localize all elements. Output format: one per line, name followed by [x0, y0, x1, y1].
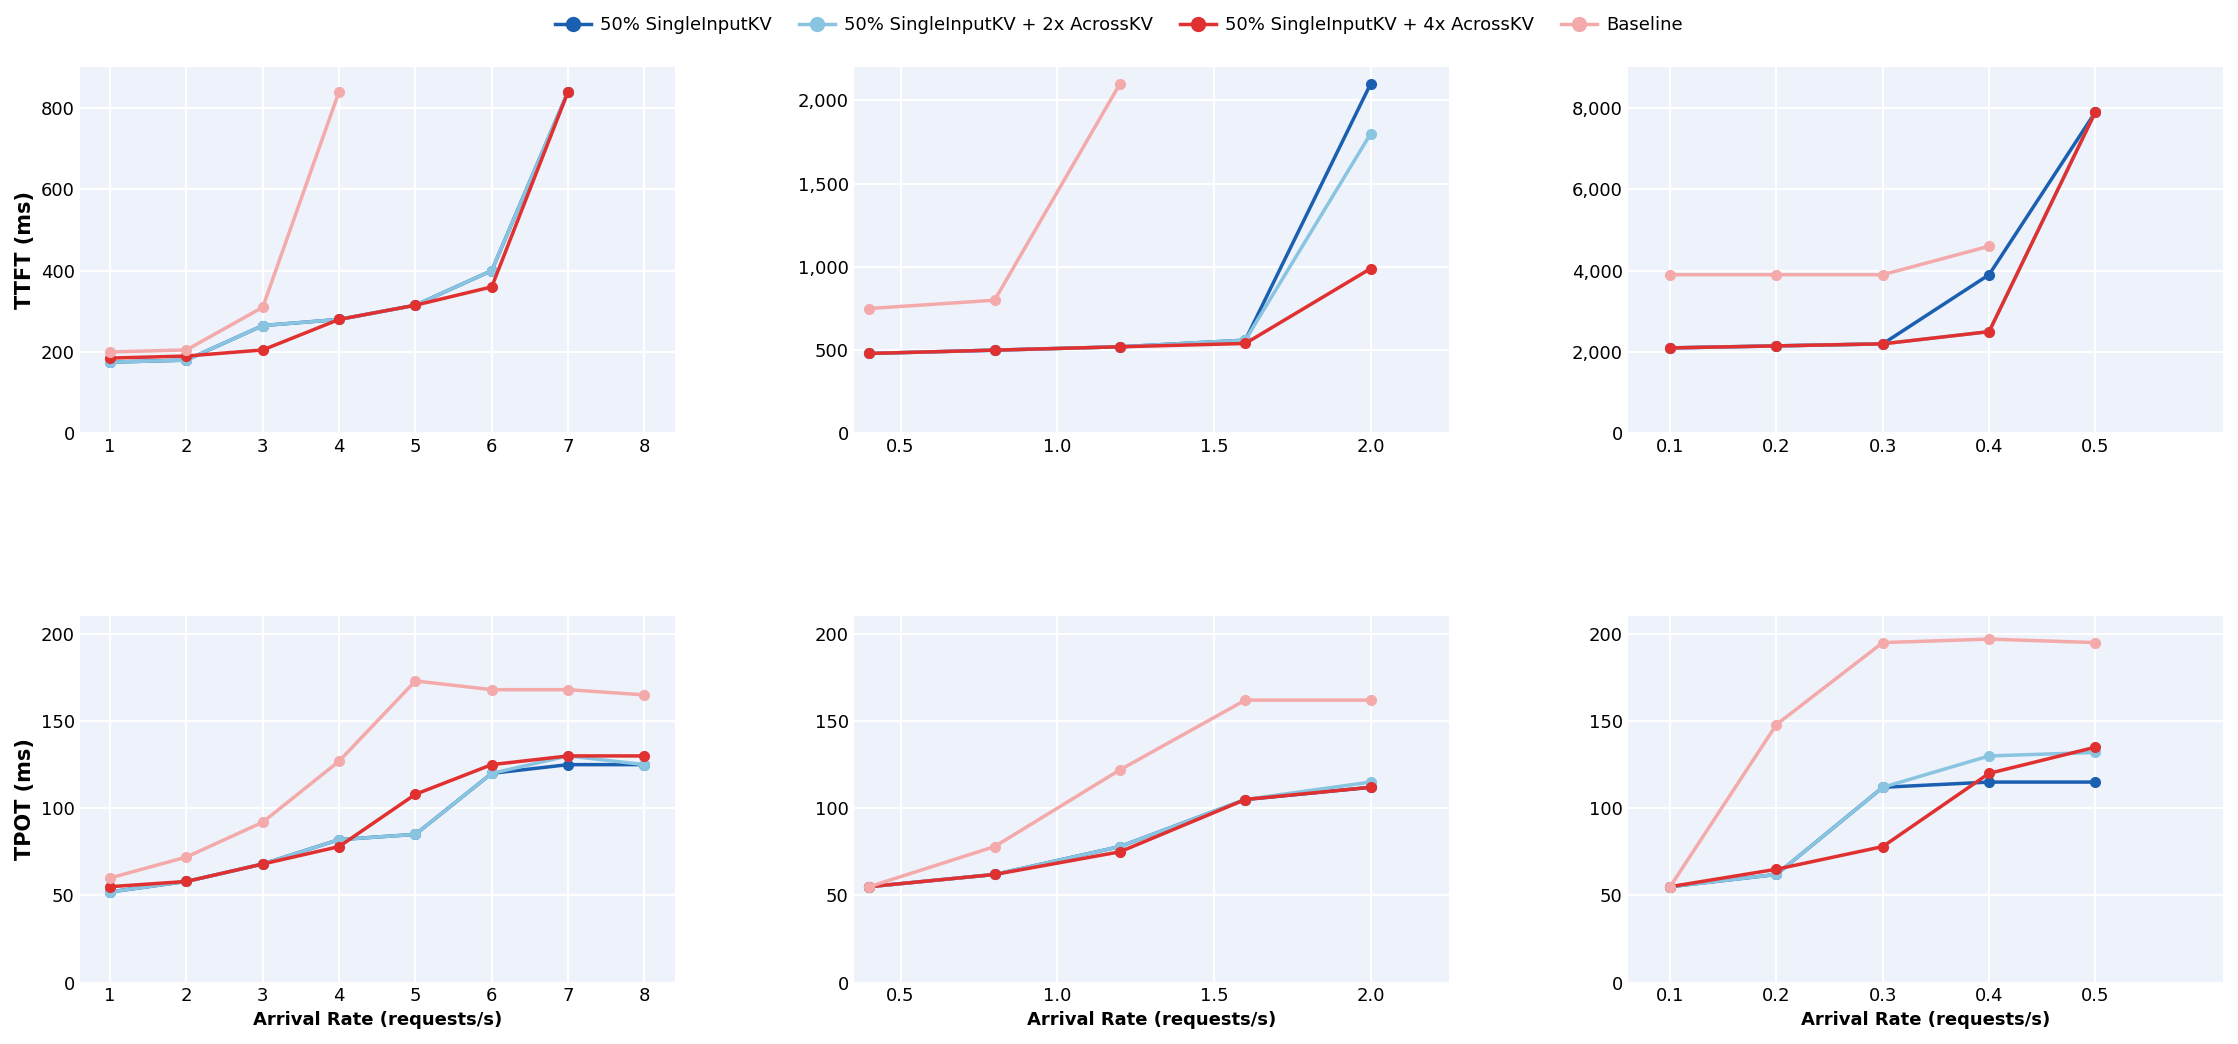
X-axis label: Arrival Rate (requests/s): Arrival Rate (requests/s): [1802, 1011, 2050, 1029]
X-axis label: Arrival Rate (requests/s): Arrival Rate (requests/s): [1027, 1011, 1276, 1029]
Y-axis label: TPOT (ms): TPOT (ms): [16, 738, 36, 860]
X-axis label: Arrival Rate (requests/s): Arrival Rate (requests/s): [253, 1011, 501, 1029]
Y-axis label: TTFT (ms): TTFT (ms): [16, 191, 36, 309]
Legend: 50% SingleInputKV, 50% SingleInputKV + 2x AcrossKV, 50% SingleInputKV + 4x Acros: 50% SingleInputKV, 50% SingleInputKV + 2…: [548, 9, 1690, 42]
